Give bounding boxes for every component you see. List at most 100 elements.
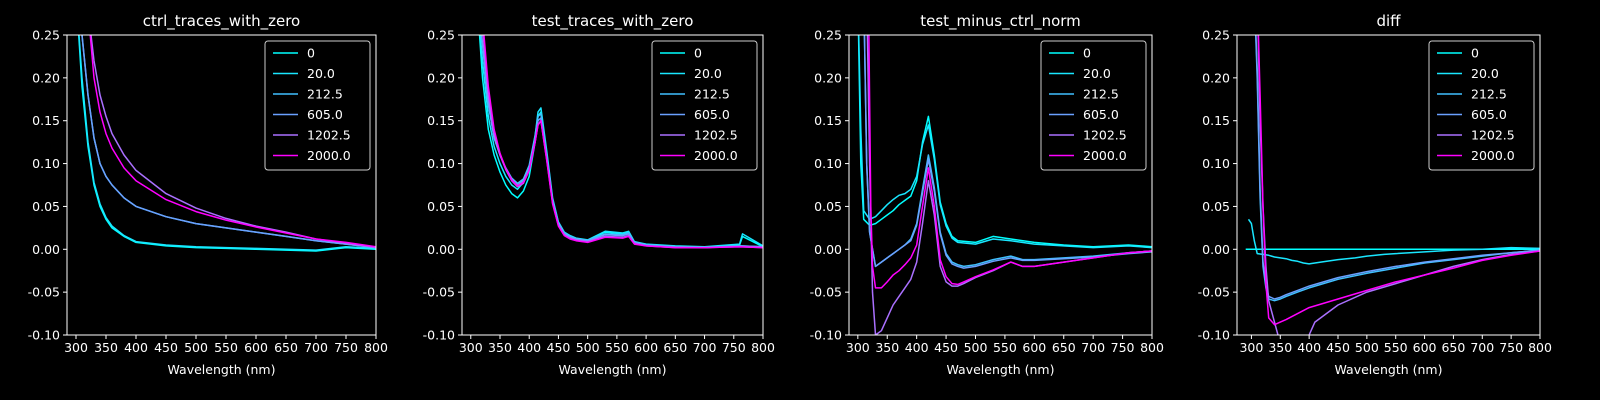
x-tick-label: 700	[1470, 340, 1494, 355]
y-tick-label: 0.15	[814, 113, 842, 128]
legend-entry: 0	[1471, 46, 1479, 61]
x-tick-label: 700	[1081, 340, 1105, 355]
y-tick-label: -0.05	[810, 285, 842, 300]
y-tick-label: -0.10	[810, 328, 842, 343]
x-tick-label: 650	[274, 340, 298, 355]
legend-entry: 20.0	[307, 66, 335, 81]
series-line-605.0	[863, 35, 1152, 269]
chart-title: ctrl_traces_with_zero	[143, 12, 300, 31]
x-tick-label: 450	[154, 340, 178, 355]
y-tick-label: 0.25	[427, 28, 455, 43]
x-tick-label: 300	[459, 340, 483, 355]
legend-entry: 212.5	[1471, 87, 1507, 102]
y-tick-label: 0.20	[32, 70, 60, 85]
x-tick-label: 750	[334, 340, 358, 355]
x-tick-label: 600	[1022, 340, 1046, 355]
chart-title: test_minus_ctrl_norm	[920, 12, 1081, 31]
plot-area	[478, 35, 763, 249]
chart-panel-4: 300 350 400 450 500 550 600 650 700 750 800 -0.10 -0…	[1198, 12, 1552, 377]
plot-area	[1245, 35, 1540, 335]
x-tick-label: 650	[1441, 340, 1465, 355]
y-tick-label: 0.15	[32, 113, 60, 128]
y-tick-label: 0.15	[427, 113, 455, 128]
x-tick-label: 400	[124, 340, 148, 355]
y-tick-label: 0.05	[814, 199, 842, 214]
y-tick-label: 0.25	[1202, 28, 1230, 43]
series-line-2000.0	[483, 35, 763, 249]
series-line-2000.0	[1257, 35, 1540, 326]
series-line-0	[857, 35, 1152, 248]
y-tick-label: 0.05	[427, 199, 455, 214]
x-tick-label: 600	[1413, 340, 1437, 355]
series-line-605.0	[81, 35, 376, 249]
legend-entry: 1202.5	[694, 128, 738, 143]
legend-entry: 1202.5	[1083, 128, 1127, 143]
x-axis-label: Wavelength (nm)	[559, 362, 667, 377]
y-tick-label: 0.10	[1202, 156, 1230, 171]
chart-panel-1: 300 350 400 450 500 550 600 650 700 750 800 -0.10 -0…	[28, 12, 388, 377]
series-line-2000.0	[89, 35, 376, 248]
axes-frame	[1236, 34, 1541, 336]
x-tick-label: 750	[722, 340, 746, 355]
series-line-20.0	[78, 35, 376, 251]
legend-entry: 212.5	[307, 87, 343, 102]
x-tick-label: 700	[304, 340, 328, 355]
y-tick-label: -0.05	[28, 285, 60, 300]
x-tick-label: 500	[576, 340, 600, 355]
legend-entry: 212.5	[694, 87, 730, 102]
chart-title: test_traces_with_zero	[532, 12, 694, 31]
legend-entry: 605.0	[694, 107, 730, 122]
y-tick-label: 0.05	[32, 199, 60, 214]
x-tick-label: 550	[605, 340, 629, 355]
x-tick-label: 550	[214, 340, 238, 355]
axes-frame	[66, 34, 377, 336]
y-tick-label: 0.25	[814, 28, 842, 43]
legend-entry: 20.0	[1083, 66, 1111, 81]
plot-area	[77, 35, 376, 252]
y-tick-label: 0.20	[427, 70, 455, 85]
axes-frame	[848, 34, 1153, 336]
y-tick-label: -0.05	[1198, 285, 1230, 300]
chart-panel-2: 300 350 400 450 500 550 600 650 700 750 800 -0.10 -0…	[423, 12, 775, 377]
y-tick-label: 0.15	[1202, 113, 1230, 128]
x-tick-label: 550	[1384, 340, 1408, 355]
series-line-2000.0	[868, 35, 1152, 289]
legend-entry: 2000.0	[1471, 148, 1515, 163]
y-tick-label: -0.10	[1198, 328, 1230, 343]
legend-entry: 2000.0	[1083, 148, 1127, 163]
legend-entry: 0	[694, 46, 702, 61]
legend-entry: 605.0	[1083, 107, 1119, 122]
x-tick-label: 600	[634, 340, 658, 355]
legend-entry: 0	[307, 46, 315, 61]
legend-entry: 1202.5	[1471, 128, 1515, 143]
x-tick-label: 800	[751, 340, 775, 355]
x-tick-label: 350	[1268, 340, 1292, 355]
plot-area	[857, 35, 1152, 335]
x-tick-label: 650	[1052, 340, 1076, 355]
y-tick-label: 0.00	[814, 242, 842, 257]
legend: 0 20.0 212.5 605.0 1202.5 2000.0	[651, 40, 758, 171]
x-tick-label: 350	[875, 340, 899, 355]
y-tick-label: 0.05	[1202, 199, 1230, 214]
y-tick-label: -0.10	[423, 328, 455, 343]
x-tick-label: 350	[488, 340, 512, 355]
y-tick-label: 0.00	[32, 242, 60, 257]
legend-entry: 605.0	[307, 107, 343, 122]
chart-panel-3: 300 350 400 450 500 550 600 650 700 750 800 -0.10 -0…	[810, 12, 1164, 377]
x-tick-label: 500	[1355, 340, 1379, 355]
x-tick-label: 700	[693, 340, 717, 355]
x-tick-label: 400	[905, 340, 929, 355]
y-tick-label: -0.10	[28, 328, 60, 343]
x-tick-label: 300	[846, 340, 870, 355]
x-axis-label: Wavelength (nm)	[168, 362, 276, 377]
x-tick-label: 400	[1297, 340, 1321, 355]
x-tick-label: 500	[964, 340, 988, 355]
legend: 0 20.0 212.5 605.0 1202.5 2000.0	[1428, 40, 1535, 171]
x-axis-label: Wavelength (nm)	[947, 362, 1055, 377]
x-tick-label: 450	[1326, 340, 1350, 355]
x-tick-label: 350	[94, 340, 118, 355]
x-tick-label: 450	[547, 340, 571, 355]
chart-title: diff	[1376, 12, 1401, 30]
axes-frame	[461, 34, 764, 336]
